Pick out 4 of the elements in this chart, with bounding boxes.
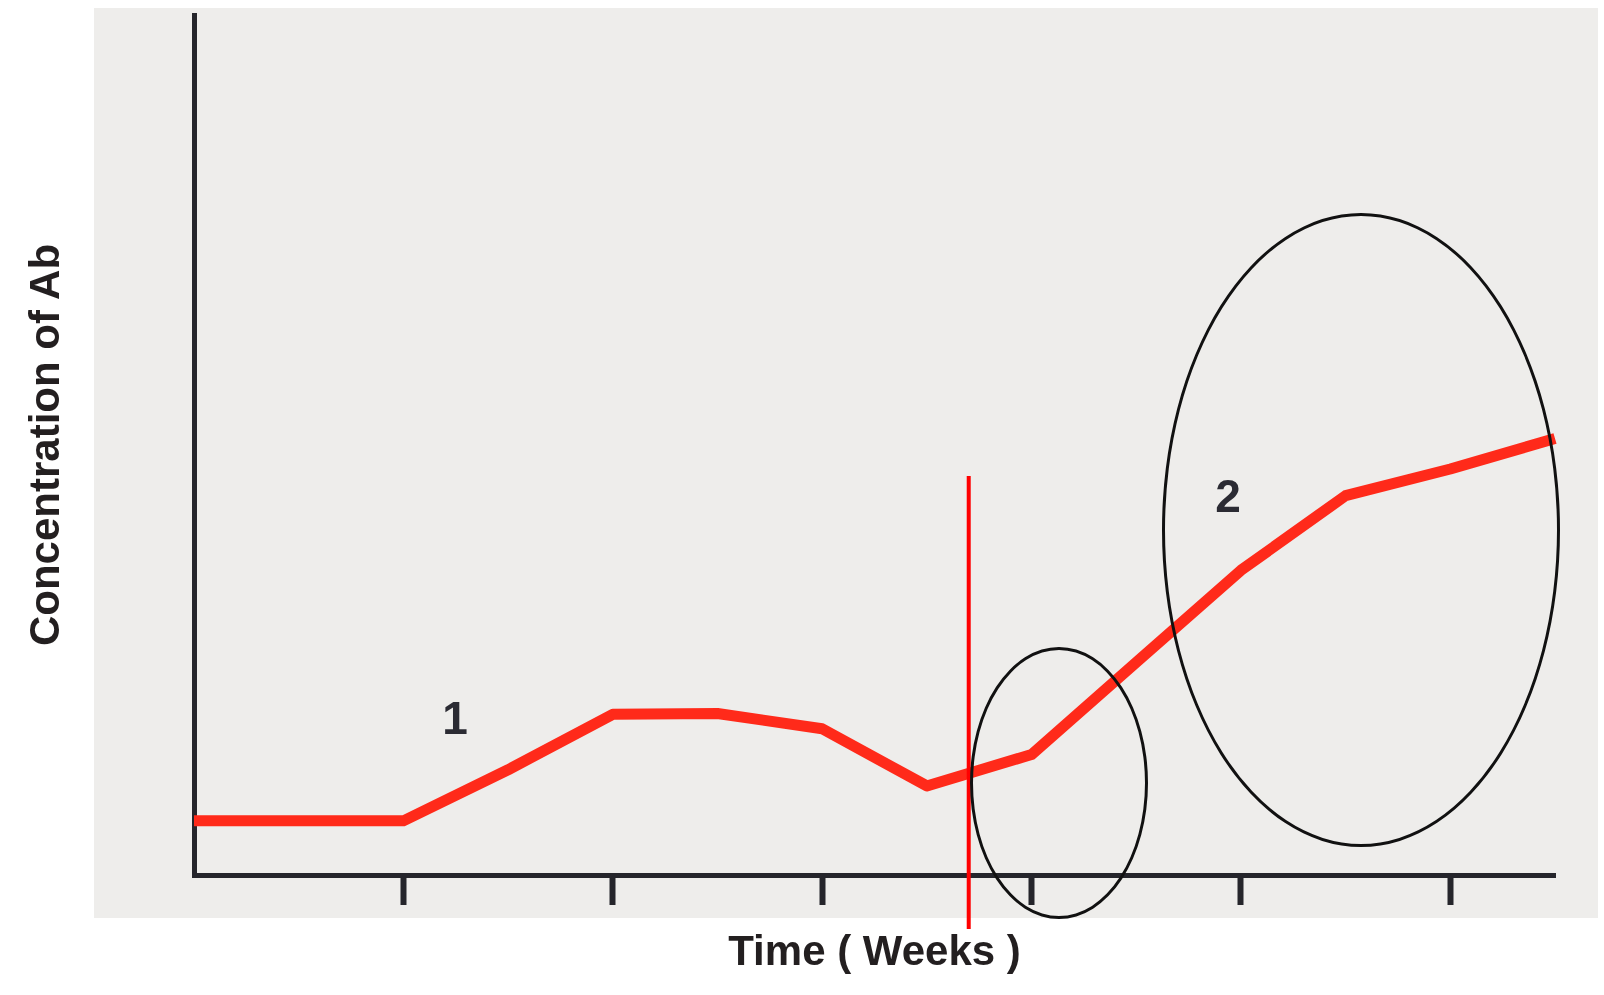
x-axis-title: Time ( Weeks ) [728,927,1021,975]
annotation: 2 [1215,469,1241,522]
annotation: 1 [442,691,468,744]
y-axis-title: Concentration of Ab [20,243,68,647]
